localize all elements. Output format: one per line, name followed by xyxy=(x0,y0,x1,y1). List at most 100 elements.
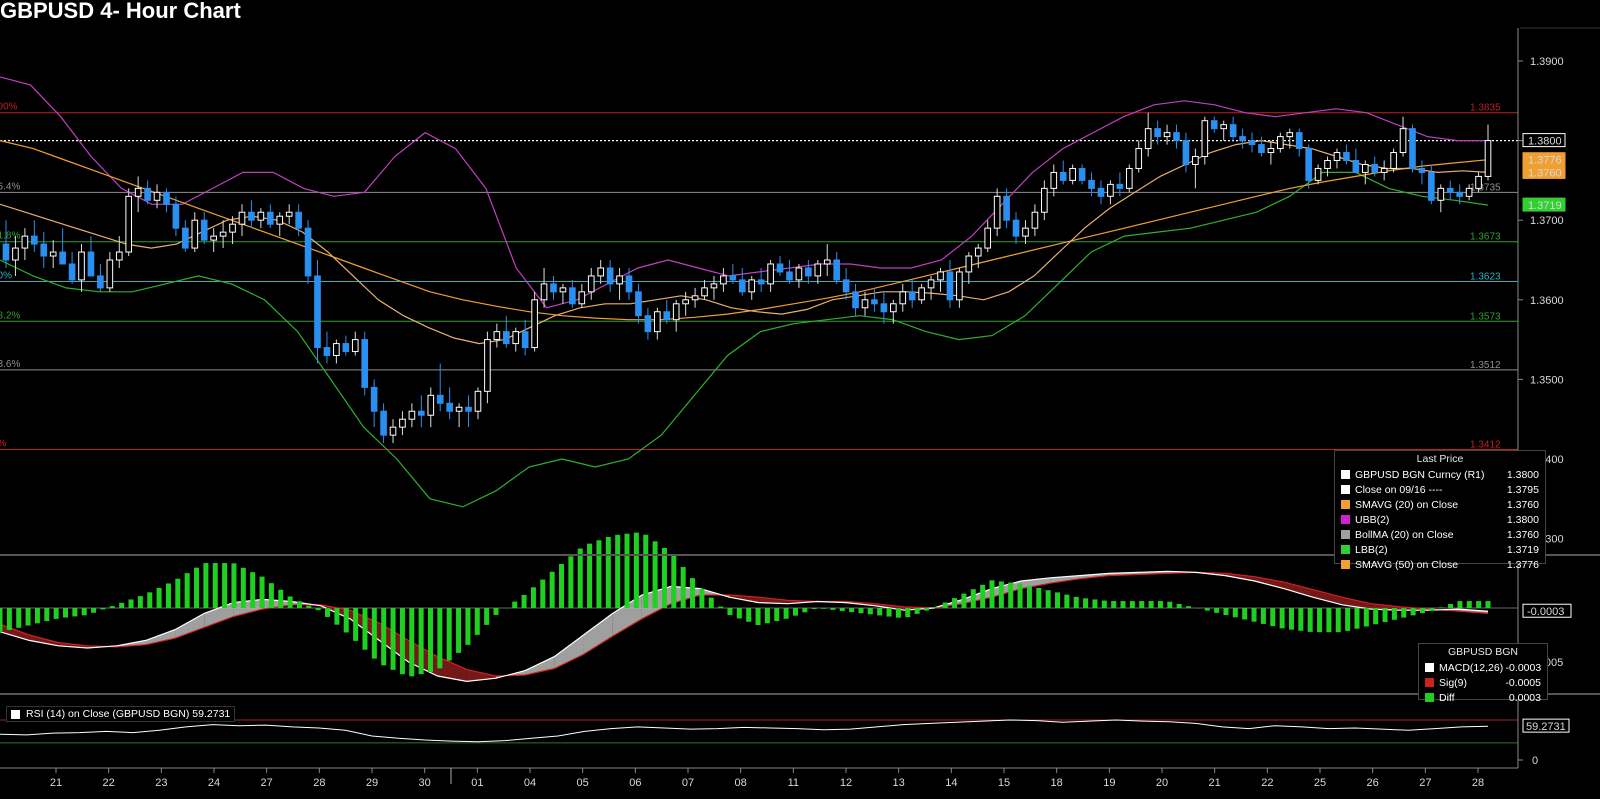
candle-body xyxy=(436,394,444,404)
diff-bar xyxy=(1073,596,1079,608)
y-tick-label: 0 xyxy=(1532,755,1538,767)
candle xyxy=(1399,116,1407,157)
candle xyxy=(1116,172,1124,197)
diff-bar xyxy=(53,608,59,619)
diff-bar xyxy=(1055,592,1061,608)
diff-bar xyxy=(1148,601,1154,608)
candle xyxy=(59,228,66,265)
diff-bar xyxy=(240,567,246,608)
candle-body xyxy=(361,339,369,388)
candle-body xyxy=(1409,128,1416,169)
diff-bar xyxy=(91,608,97,613)
diff-bar xyxy=(1064,594,1070,608)
rsi-panel xyxy=(0,719,1518,744)
candle xyxy=(323,331,331,364)
candle xyxy=(899,283,907,312)
candle-body xyxy=(49,251,57,257)
price-legend-value: 1.3800 xyxy=(1506,468,1539,481)
candle xyxy=(427,387,435,428)
lbb-line xyxy=(0,171,1489,508)
diff-bar xyxy=(81,608,87,616)
diff-bar xyxy=(783,608,789,619)
macd-band xyxy=(145,629,176,645)
diff-bar xyxy=(1382,608,1388,623)
macd-legend-swatch xyxy=(1425,678,1434,687)
candle xyxy=(1003,188,1010,229)
candle-body xyxy=(682,299,689,305)
diff-bar xyxy=(72,608,78,617)
candle-body xyxy=(1229,124,1237,138)
diff-bar xyxy=(1476,601,1482,608)
candle-body xyxy=(248,211,255,221)
diff-bar xyxy=(493,608,499,615)
diff-bar xyxy=(390,608,396,670)
candle xyxy=(937,267,944,292)
candle xyxy=(871,287,878,312)
candle-body xyxy=(106,259,114,289)
diff-bar xyxy=(0,608,3,633)
candle-body xyxy=(333,343,340,357)
candle xyxy=(1437,184,1445,213)
diff-bar xyxy=(568,556,574,608)
candle xyxy=(370,379,378,428)
diff-bar xyxy=(156,587,162,608)
diff-bar xyxy=(624,533,630,608)
diff-bar xyxy=(989,580,995,608)
diff-bar xyxy=(1036,587,1042,608)
macd-band xyxy=(583,613,613,655)
diff-bar xyxy=(1111,601,1117,608)
candle-body xyxy=(144,187,151,201)
price-tag-label: 1.3719 xyxy=(1528,200,1562,212)
diff-bar xyxy=(1157,601,1163,608)
candle-body xyxy=(295,211,302,229)
candle-body xyxy=(380,410,387,436)
candle-body xyxy=(1078,167,1086,181)
candle xyxy=(805,260,812,284)
candle xyxy=(484,331,491,404)
macd-legend: GBPUSD BGN MACD(12,26) -0.0003 Sig(9) -0.00… xyxy=(1418,643,1548,704)
candle-body xyxy=(484,339,491,392)
price-legend-swatch xyxy=(1341,485,1350,494)
candle xyxy=(295,204,302,237)
diff-bar xyxy=(512,601,518,608)
candle-body xyxy=(1343,152,1350,161)
candle-body xyxy=(125,195,133,253)
candle-body xyxy=(1097,187,1105,197)
candle xyxy=(1295,128,1303,157)
diff-bar xyxy=(1167,601,1173,608)
candle xyxy=(1107,180,1114,205)
candle xyxy=(1088,172,1095,197)
diff-bar xyxy=(1307,608,1313,632)
fib-label: 38.2% xyxy=(0,310,20,321)
candle xyxy=(1125,164,1133,193)
candle xyxy=(1428,164,1435,205)
candle-body xyxy=(1305,148,1312,181)
candle xyxy=(1409,124,1416,173)
diff-bar xyxy=(409,608,415,677)
candle-body xyxy=(635,291,642,317)
diff-bar xyxy=(259,576,265,608)
diff-bar xyxy=(381,608,387,666)
candle xyxy=(1154,120,1161,145)
diff-bar xyxy=(1373,608,1379,625)
diff-bar xyxy=(1317,608,1323,633)
candle-body xyxy=(2,243,10,261)
candle xyxy=(1031,204,1039,237)
candle-body xyxy=(946,271,954,301)
price-panel: 100% 1.3835 76.4% 1.3735 61.8% 1.3673 50% 1.362… xyxy=(0,76,1518,508)
macd-legend-header: GBPUSD BGN xyxy=(1447,646,1518,658)
candle-body xyxy=(1135,148,1143,169)
candle-body xyxy=(427,394,435,416)
candle-body xyxy=(540,283,548,301)
candle xyxy=(1041,180,1048,221)
candle-body xyxy=(606,267,614,285)
rsi-line xyxy=(0,719,1489,743)
diff-bar xyxy=(746,608,752,622)
candle xyxy=(1305,144,1312,189)
candle xyxy=(342,335,350,356)
candle xyxy=(512,327,520,352)
x-tick-label: 13 xyxy=(893,777,905,789)
macd-band xyxy=(1283,582,1313,598)
candle xyxy=(852,283,859,316)
